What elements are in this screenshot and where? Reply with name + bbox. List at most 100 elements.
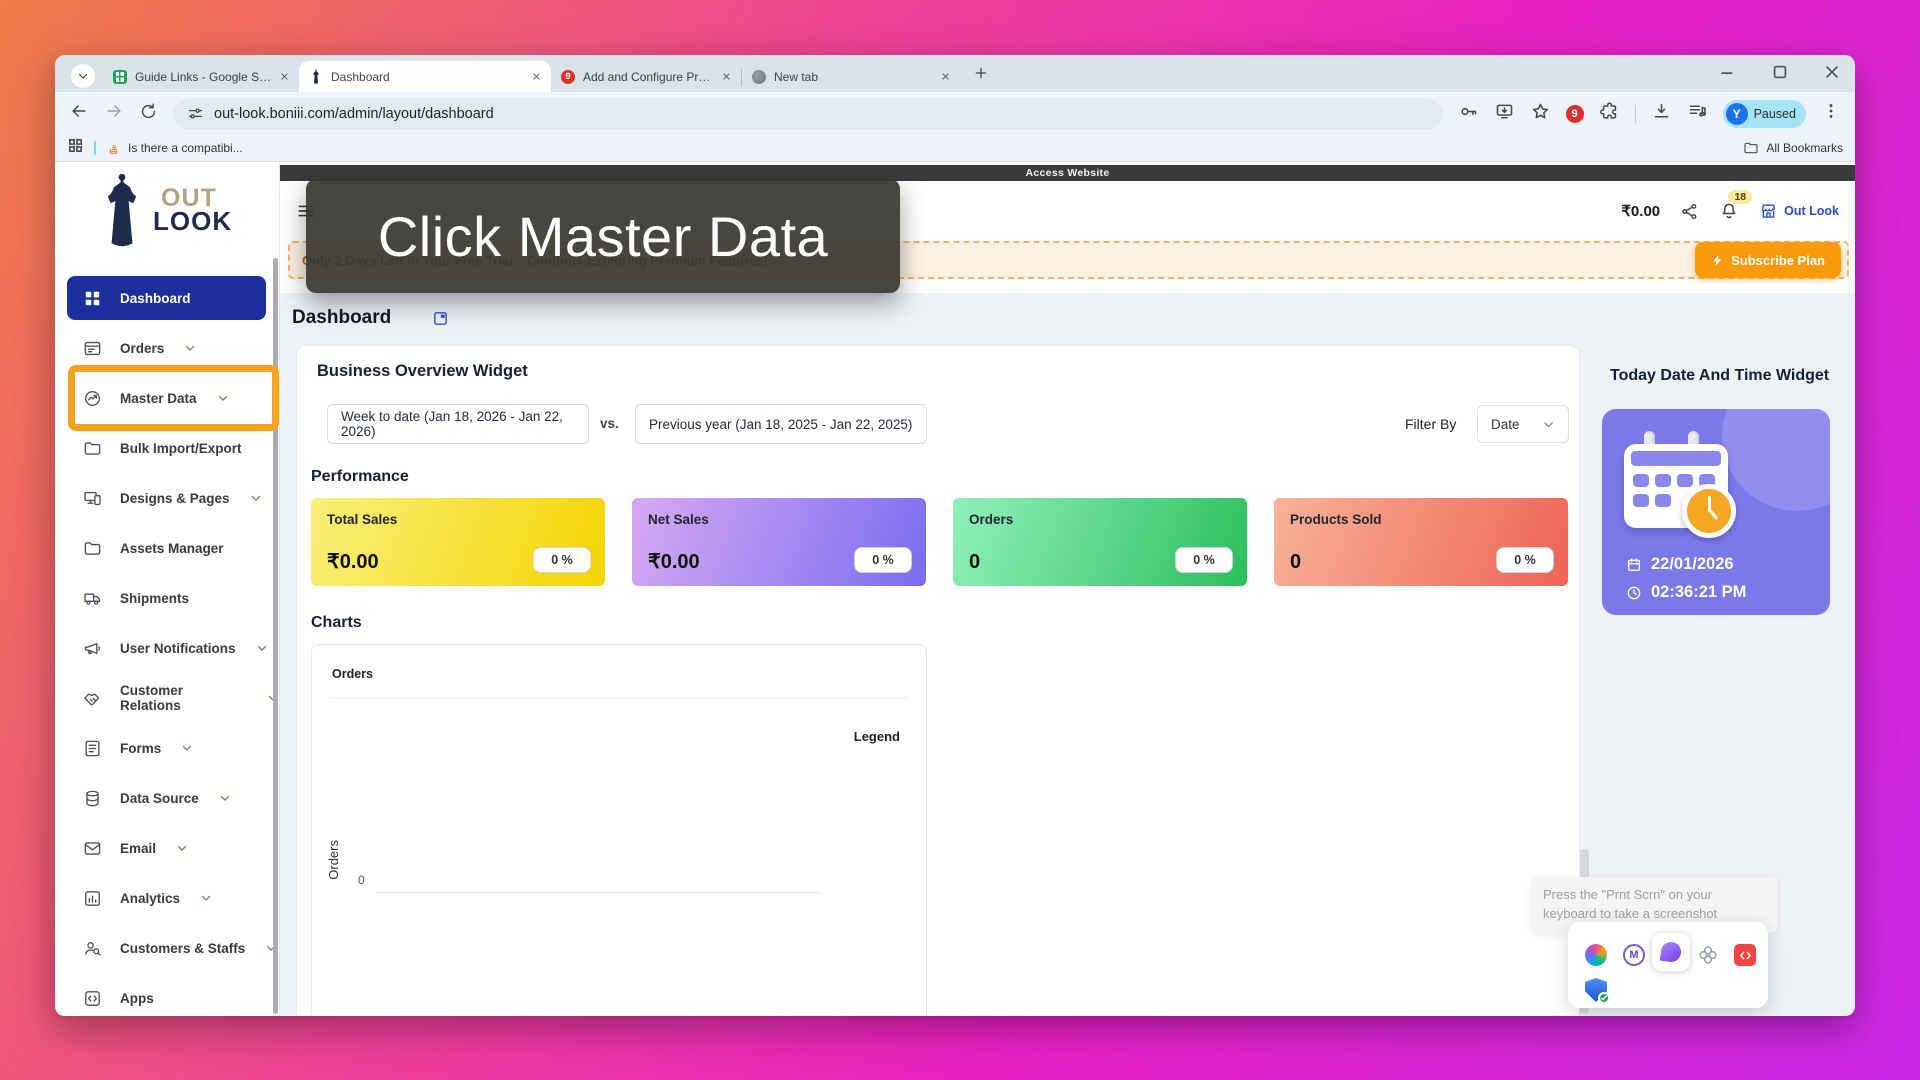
chart-divider <box>330 697 908 698</box>
toolbar-separator <box>1634 104 1636 123</box>
business-overview-widget: Business Overview Widget Week to date (J… <box>296 345 1580 1016</box>
browser-window: Guide Links - Google Sheets Dashboard 9 Add… <box>55 55 1855 1016</box>
copilot-icon[interactable] <box>1585 944 1607 966</box>
store-icon <box>1762 203 1776 218</box>
minimize-button[interactable] <box>1715 59 1741 90</box>
install-icon[interactable] <box>1494 101 1515 127</box>
clover-extension-icon[interactable] <box>1697 944 1719 966</box>
sidebar-item-label: Dashboard <box>120 290 191 306</box>
wallet-balance[interactable]: ₹0.00 <box>1621 203 1661 220</box>
browser-toolbar: out-look.boniii.com/admin/layout/dashboa… <box>55 92 1855 135</box>
sidebar-item-label: Email <box>120 840 157 856</box>
card-value: 0 <box>969 551 981 573</box>
sidebar: OUT LOOK Dashboard Orders Master Data Bulk … <box>55 162 280 1016</box>
sidebar-item-shipments[interactable]: Shipments <box>55 573 279 623</box>
close-button[interactable] <box>1819 59 1845 90</box>
tab-strip: Guide Links - Google Sheets Dashboard 9 Add… <box>55 55 1855 92</box>
sidebar-item-customer-relations[interactable]: Customer Relations <box>55 673 279 723</box>
profile-status: Paused <box>1753 106 1796 121</box>
tab-close-icon[interactable] <box>532 70 541 84</box>
apps-grid-icon[interactable] <box>67 137 84 159</box>
sidebar-item-master-data[interactable]: Master Data <box>55 373 279 423</box>
plus-icon <box>975 67 987 79</box>
access-website-bar[interactable]: Access Website <box>280 165 1855 181</box>
store-button[interactable]: Out Look <box>1759 202 1839 221</box>
sidebar-item-user-notifications[interactable]: User Notifications <box>55 623 279 673</box>
address-bar[interactable]: out-look.boniii.com/admin/layout/dashboa… <box>173 97 1443 130</box>
profile-button[interactable]: Y Paused <box>1722 99 1806 128</box>
tab-title: Add and Configure Products in <box>583 69 714 84</box>
browser-tab[interactable]: 9 Add and Configure Products in <box>551 61 741 92</box>
tab-search-button[interactable] <box>71 64 95 88</box>
bookmark-star-icon[interactable] <box>1530 101 1551 127</box>
sidebar-item-designs-pages[interactable]: Designs & Pages <box>55 473 279 523</box>
sidebar-item-customers-staffs[interactable]: Customers & Staffs <box>55 923 279 973</box>
site-info-icon[interactable] <box>187 105 204 122</box>
sidebar-item-dashboard[interactable]: Dashboard <box>55 273 279 323</box>
tab-close-icon[interactable] <box>941 70 950 84</box>
primary-range-select[interactable]: Week to date (Jan 18, 2026 - Jan 22, 202… <box>327 404 589 444</box>
browser-tab[interactable]: Dashboard <box>299 61 551 92</box>
sidebar-item-orders[interactable]: Orders <box>55 323 279 373</box>
shield-check-icon <box>1598 992 1610 1004</box>
url-text[interactable]: out-look.boniii.com/admin/layout/dashboa… <box>214 105 494 122</box>
sidebar-item-data-source[interactable]: Data Source <box>55 773 279 823</box>
filter-date-select[interactable]: Date <box>1477 405 1569 443</box>
forward-button[interactable] <box>104 101 124 126</box>
subscribe-plan-button[interactable]: Subscribe Plan <box>1695 242 1841 278</box>
extensions-puzzle-icon[interactable] <box>1599 101 1620 127</box>
reading-list-icon[interactable] <box>1687 101 1708 127</box>
sidebar-item-assets-manager[interactable]: Assets Manager <box>55 523 279 573</box>
notifications-button[interactable]: 18 <box>1719 190 1753 221</box>
sidebar-scrollbar[interactable] <box>273 258 278 1014</box>
all-bookmarks-label: All Bookmarks <box>1766 141 1843 155</box>
new-tab-button[interactable] <box>973 65 989 86</box>
clock-icon <box>1627 586 1641 599</box>
browser-tab[interactable]: New tab <box>742 61 960 92</box>
sidebar-item-analytics[interactable]: Analytics <box>55 873 279 923</box>
page-title: Dashboard <box>292 307 392 328</box>
back-button[interactable] <box>69 101 89 126</box>
reload-button[interactable] <box>139 102 158 126</box>
sidebar-item-apps[interactable]: Apps <box>55 973 279 1016</box>
sidebar-item-label: Assets Manager <box>120 540 224 556</box>
megaphone-icon <box>84 642 101 654</box>
open-in-new-icon[interactable] <box>432 310 449 332</box>
browser-tab[interactable]: Guide Links - Google Sheets <box>103 61 299 92</box>
chevron-down-icon <box>1544 421 1553 428</box>
all-bookmarks-button[interactable]: All Bookmarks <box>1743 140 1843 156</box>
tab-list: Guide Links - Google Sheets Dashboard 9 Add… <box>103 61 960 92</box>
sidebar-item-email[interactable]: Email <box>55 823 279 873</box>
red-extension-icon[interactable] <box>1734 944 1756 966</box>
orders-icon <box>84 341 101 355</box>
tab-close-icon[interactable] <box>280 70 289 84</box>
datetime-widget-card: 22/01/2026 02:36:21 PM <box>1602 409 1830 615</box>
bookmark-item[interactable]: Is there a compatibi... <box>106 141 243 156</box>
vs-label: vs. <box>600 416 619 431</box>
bell-icon <box>1722 203 1736 219</box>
sidebar-item-label: Master Data <box>120 390 197 406</box>
downloads-icon[interactable] <box>1651 101 1672 127</box>
chevron-down-icon <box>78 73 88 79</box>
forms-icon <box>85 740 100 756</box>
widget-date: 22/01/2026 <box>1651 555 1734 573</box>
chart-zero-tick: 0 <box>358 873 365 887</box>
outlook-logo[interactable]: OUT LOOK <box>93 172 232 248</box>
sidebar-item-bulk-import-export[interactable]: Bulk Import/Export <box>55 423 279 473</box>
card-label: Products Sold <box>1290 512 1382 527</box>
nine-extension-icon[interactable]: 9 <box>1565 104 1584 123</box>
dress-logo-icon <box>107 173 137 247</box>
notification-badge: 18 <box>1728 190 1753 204</box>
card-value: ₹0.00 <box>327 551 379 573</box>
share-icon[interactable] <box>1680 202 1699 221</box>
business-overview-title: Business Overview Widget <box>317 362 528 380</box>
maximize-button[interactable] <box>1767 59 1793 90</box>
mail-m-icon[interactable]: M <box>1623 944 1645 966</box>
page-top-strip <box>280 162 1855 165</box>
tab-close-icon[interactable] <box>722 70 731 84</box>
compare-range-select[interactable]: Previous year (Jan 18, 2025 - Jan 22, 20… <box>635 404 927 444</box>
menu-dots-icon[interactable] <box>1821 101 1841 126</box>
sidebar-item-forms[interactable]: Forms <box>55 723 279 773</box>
folder-icon <box>84 541 101 555</box>
passwords-icon[interactable] <box>1458 101 1479 127</box>
